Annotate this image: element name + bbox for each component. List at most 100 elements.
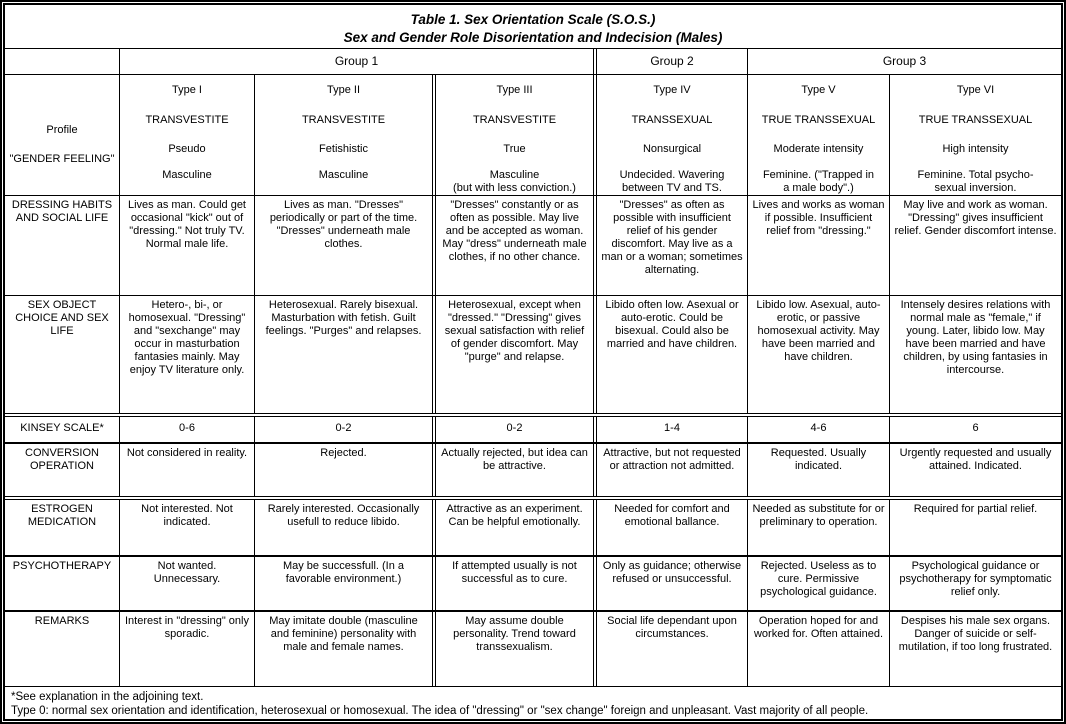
type5-subtype: Moderate intensity — [773, 142, 864, 155]
remarks-type6-cell: Despises his male sex organs. Danger of … — [889, 612, 1061, 686]
sexobj-type6-cell: Intensely desires relations with normal … — [889, 296, 1061, 413]
sex-object-row-label: SEX OBJECT CHOICE AND SEX LIFE — [15, 299, 109, 337]
type1-profile-cell: Type I TRANSVESTITE Pseudo Masculine — [119, 75, 254, 195]
group-row-empty-cell — [5, 49, 119, 74]
dressing-type2-cell: Lives as man. "Dresses" periodically or … — [254, 196, 432, 295]
estrogen-type6-cell: Required for partial relief. — [889, 500, 1061, 555]
estrogen-type1-cell: Not interested. Not indicated. — [119, 500, 254, 555]
type1-header: Type I — [172, 84, 202, 96]
sex-object-row: SEX OBJECT CHOICE AND SEX LIFE Hetero-, … — [5, 296, 1061, 417]
type2-subtype: Fetishistic — [319, 142, 368, 155]
conversion-type4-cell: Attractive, but not requested or attract… — [593, 444, 747, 496]
type1-name: TRANSVESTITE — [145, 113, 229, 126]
kinsey-type2-cell: 0-2 — [254, 417, 432, 442]
group2-header: Group 2 — [593, 49, 747, 74]
sexobj-type5-cell: Libido low. Asexual, auto-erotic, or pas… — [747, 296, 889, 413]
type4-subtype: Nonsurgical — [642, 142, 702, 155]
dressing-type3-cell: "Dresses" constantly or as often as poss… — [432, 196, 593, 295]
gender-feeling-label: "GENDER FEELING" — [9, 152, 115, 165]
table-title-line2: Sex and Gender Role Disorientation and I… — [343, 29, 723, 45]
remarks-type1-cell: Interest in "dressing" only sporadic. — [119, 612, 254, 686]
sexobj-type3-cell: Heterosexual, except when "dressed." "Dr… — [432, 296, 593, 413]
footnote-block: *See explanation in the adjoining text. … — [5, 687, 1061, 719]
conversion-type2-cell: Rejected. — [254, 444, 432, 496]
type4-profile-cell: Type IV TRANSSEXUAL Nonsurgical Undecide… — [593, 75, 747, 195]
type1-feeling: Masculine — [162, 168, 212, 181]
kinsey-type1-cell: 0-6 — [119, 417, 254, 442]
estrogen-row-label: ESTROGEN MEDICATION — [27, 503, 97, 528]
sexobj-type4-cell: Libido often low. Asexual or auto-erotic… — [593, 296, 747, 413]
sexobj-type2-cell: Heterosexual. Rarely bisexual. Masturbat… — [254, 296, 432, 413]
conversion-type3-cell: Actually rejected, but idea can be attra… — [432, 444, 593, 496]
psychotherapy-row: PSYCHOTHERAPY Not wanted. Unnecessary. M… — [5, 557, 1061, 612]
conversion-type1-cell: Not considered in reality. — [119, 444, 254, 496]
type3-name: TRANSVESTITE — [472, 113, 557, 126]
psycho-type6-cell: Psychological guidance or psychotherapy … — [889, 557, 1061, 610]
group1-header: Group 1 — [119, 49, 593, 74]
kinsey-scale-row-label: KINSEY SCALE* — [20, 422, 104, 434]
psycho-type1-cell: Not wanted. Unnecessary. — [119, 557, 254, 610]
type3-subtype: True — [503, 142, 526, 155]
kinsey-type4-cell: 1-4 — [593, 417, 747, 442]
remarks-row: REMARKS Interest in "dressing" only spor… — [5, 612, 1061, 687]
dressing-type4-cell: "Dresses" as often as possible with insu… — [593, 196, 747, 295]
remarks-row-label: REMARKS — [34, 615, 90, 627]
conversion-row-label: CONVERSION OPERATION — [25, 447, 99, 472]
dressing-type5-cell: Lives and works as woman if possible. In… — [747, 196, 889, 295]
type6-name: TRUE TRANSSEXUAL — [918, 113, 1033, 126]
table-title: Table 1. Sex Orientation Scale (S.O.S.) … — [5, 5, 1061, 49]
type2-name: TRANSVESTITE — [301, 113, 386, 126]
remarks-type4-cell: Social life dependant upon circumstances… — [593, 612, 747, 686]
remarks-type3-cell: May assume double personality. Trend tow… — [432, 612, 593, 686]
type1-subtype: Pseudo — [168, 142, 206, 155]
type2-profile-cell: Type II TRANSVESTITE Fetishistic Masculi… — [254, 75, 432, 195]
kinsey-scale-row: KINSEY SCALE* 0-6 0-2 0-2 1-4 4-6 6 — [5, 417, 1061, 444]
conversion-type6-cell: Urgently requested and usually attained.… — [889, 444, 1061, 496]
profile-header-row: Profile "GENDER FEELING" Type I TRANSVES… — [5, 75, 1061, 196]
psycho-type5-cell: Rejected. Useless as to cure. Permissive… — [747, 557, 889, 610]
estrogen-type3-cell: Attractive as an experiment. Can be help… — [432, 500, 593, 555]
group3-header: Group 3 — [747, 49, 1061, 74]
footnote-line2: Type 0: normal sex orientation and ident… — [11, 705, 869, 718]
type6-feeling: Feminine. Total psycho- sexual inversion… — [917, 168, 1034, 194]
footnote-line1: *See explanation in the adjoining text. — [11, 691, 204, 703]
remarks-type2-cell: May imitate double (masculine and femini… — [254, 612, 432, 686]
type5-profile-cell: Type V TRUE TRANSSEXUAL Moderate intensi… — [747, 75, 889, 195]
psycho-type3-cell: If attempted usually is not successful a… — [432, 557, 593, 610]
type4-name: TRANSSEXUAL — [631, 113, 713, 126]
profile-label: Profile — [46, 124, 78, 136]
dressing-habits-row-label: DRESSING HABITS AND SOCIAL LIFE — [11, 199, 113, 224]
type5-feeling: Feminine. ("Trapped in a male body".) — [762, 168, 875, 194]
dressing-type6-cell: May live and work as woman. "Dressing" g… — [889, 196, 1061, 295]
type5-header: Type V — [801, 84, 836, 96]
group-header-row: Group 1 Group 2 Group 3 — [5, 49, 1061, 75]
kinsey-type3-cell: 0-2 — [432, 417, 593, 442]
estrogen-type2-cell: Rarely interested. Occasionally usefull … — [254, 500, 432, 555]
sexobj-type1-cell: Hetero-, bi-, or homosexual. "Dressing" … — [119, 296, 254, 413]
type4-feeling: Undecided. Wavering between TV and TS. — [619, 168, 725, 194]
type2-header: Type II — [326, 84, 361, 96]
estrogen-type5-cell: Needed as substitute for or preliminary … — [747, 500, 889, 555]
estrogen-medication-row: ESTROGEN MEDICATION Not interested. Not … — [5, 500, 1061, 557]
type4-header: Type IV — [653, 84, 691, 96]
type6-profile-cell: Type VI TRUE TRANSSEXUAL High intensity … — [889, 75, 1061, 195]
profile-row-label-cell: Profile "GENDER FEELING" — [5, 75, 119, 195]
conversion-type5-cell: Requested. Usually indicated. — [747, 444, 889, 496]
type3-header: Type III — [496, 84, 533, 96]
type5-name: TRUE TRANSSEXUAL — [761, 113, 876, 126]
conversion-operation-row: CONVERSION OPERATION Not considered in r… — [5, 444, 1061, 500]
type3-profile-cell: Type III TRANSVESTITE True Masculine (bu… — [432, 75, 593, 195]
estrogen-type4-cell: Needed for comfort and emotional ballanc… — [593, 500, 747, 555]
table-title-line1: Table 1. Sex Orientation Scale (S.O.S.) — [410, 12, 656, 27]
type6-header: Type VI — [956, 84, 995, 96]
kinsey-type5-cell: 4-6 — [747, 417, 889, 442]
dressing-type1-cell: Lives as man. Could get occasional "kick… — [119, 196, 254, 295]
type6-subtype: High intensity — [942, 142, 1009, 155]
psycho-type2-cell: May be successfull. (In a favorable envi… — [254, 557, 432, 610]
dressing-habits-row: DRESSING HABITS AND SOCIAL LIFE Lives as… — [5, 196, 1061, 296]
type2-feeling: Masculine — [318, 168, 369, 181]
remarks-type5-cell: Operation hoped for and worked for. Ofte… — [747, 612, 889, 686]
psycho-type4-cell: Only as guidance; otherwise refused or u… — [593, 557, 747, 610]
kinsey-type6-cell: 6 — [889, 417, 1061, 442]
